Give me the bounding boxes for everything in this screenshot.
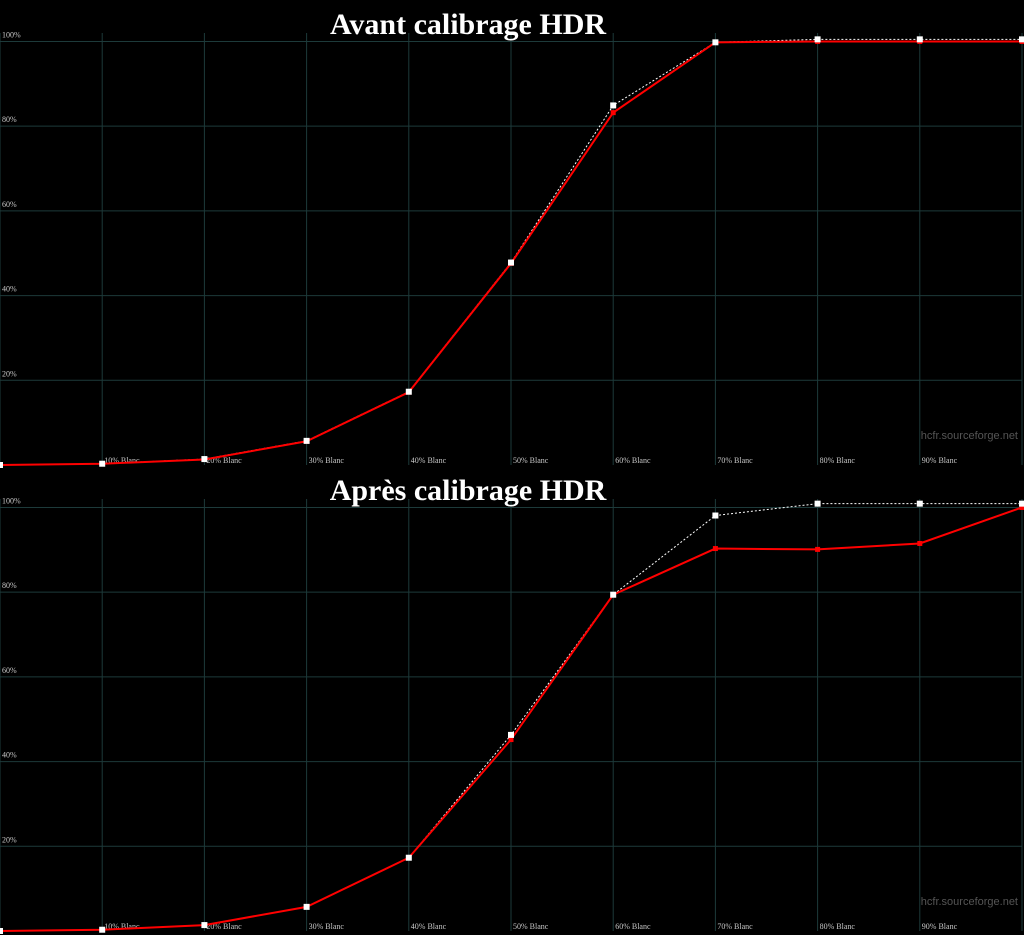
point-marker bbox=[99, 460, 106, 467]
point-marker bbox=[99, 926, 106, 933]
point-marker bbox=[303, 903, 310, 910]
point-marker bbox=[814, 500, 821, 507]
chart-title: Avant calibrage HDR bbox=[330, 8, 606, 41]
point-marker bbox=[201, 922, 208, 929]
y-tick-label: 40% bbox=[2, 285, 17, 294]
x-tick-label: 10% Blanc bbox=[104, 922, 140, 931]
x-tick-label: 90% Blanc bbox=[922, 922, 958, 931]
watermark: hcfr.sourceforge.net bbox=[921, 430, 1018, 442]
point-marker bbox=[1019, 36, 1024, 43]
x-tick-label: 70% Blanc bbox=[717, 922, 753, 931]
point-marker bbox=[1019, 500, 1024, 507]
point-marker bbox=[815, 546, 821, 552]
point-marker bbox=[508, 737, 514, 743]
point-marker bbox=[303, 437, 310, 444]
point-marker bbox=[712, 512, 719, 519]
x-tick-label: 70% Blanc bbox=[717, 456, 753, 465]
x-tick-label: 50% Blanc bbox=[513, 456, 549, 465]
point-marker bbox=[916, 36, 923, 43]
watermark: hcfr.sourceforge.net bbox=[921, 896, 1018, 908]
x-tick-label: 20% Blanc bbox=[206, 456, 242, 465]
point-marker bbox=[508, 259, 514, 266]
point-marker bbox=[610, 102, 617, 109]
x-tick-label: 20% Blanc bbox=[206, 922, 242, 931]
y-tick-label: 100% bbox=[2, 496, 21, 505]
point-marker bbox=[917, 540, 923, 546]
point-marker bbox=[405, 854, 412, 861]
x-tick-label: 30% Blanc bbox=[309, 456, 345, 465]
y-tick-label: 40% bbox=[2, 751, 17, 760]
x-tick-label: 80% Blanc bbox=[820, 922, 856, 931]
point-marker bbox=[201, 456, 208, 463]
point-marker bbox=[0, 928, 3, 934]
point-marker bbox=[508, 731, 514, 738]
y-tick-label: 80% bbox=[2, 115, 17, 124]
y-tick-label: 20% bbox=[2, 835, 17, 844]
x-tick-label: 30% Blanc bbox=[309, 922, 345, 931]
point-marker bbox=[712, 39, 719, 46]
x-tick-label: 80% Blanc bbox=[820, 456, 856, 465]
point-marker bbox=[712, 546, 718, 552]
y-tick-label: 20% bbox=[2, 369, 17, 378]
x-tick-label: 60% Blanc bbox=[615, 456, 651, 465]
y-tick-label: 80% bbox=[2, 581, 17, 590]
y-tick-label: 60% bbox=[2, 200, 17, 209]
x-tick-label: 60% Blanc bbox=[615, 922, 651, 931]
x-tick-label: 40% Blanc bbox=[411, 922, 447, 931]
chart-title: Après calibrage HDR bbox=[330, 474, 607, 507]
point-marker bbox=[916, 500, 923, 507]
point-marker bbox=[405, 388, 412, 395]
x-tick-label: 40% Blanc bbox=[411, 456, 447, 465]
point-marker bbox=[814, 36, 821, 43]
point-marker bbox=[1019, 504, 1024, 510]
point-marker bbox=[610, 591, 617, 598]
y-tick-label: 60% bbox=[2, 666, 17, 675]
x-tick-label: 90% Blanc bbox=[922, 456, 958, 465]
point-marker bbox=[0, 462, 3, 468]
x-tick-label: 50% Blanc bbox=[513, 922, 549, 931]
x-tick-label: 10% Blanc bbox=[104, 456, 140, 465]
point-marker bbox=[610, 110, 616, 116]
y-tick-label: 100% bbox=[2, 30, 21, 39]
